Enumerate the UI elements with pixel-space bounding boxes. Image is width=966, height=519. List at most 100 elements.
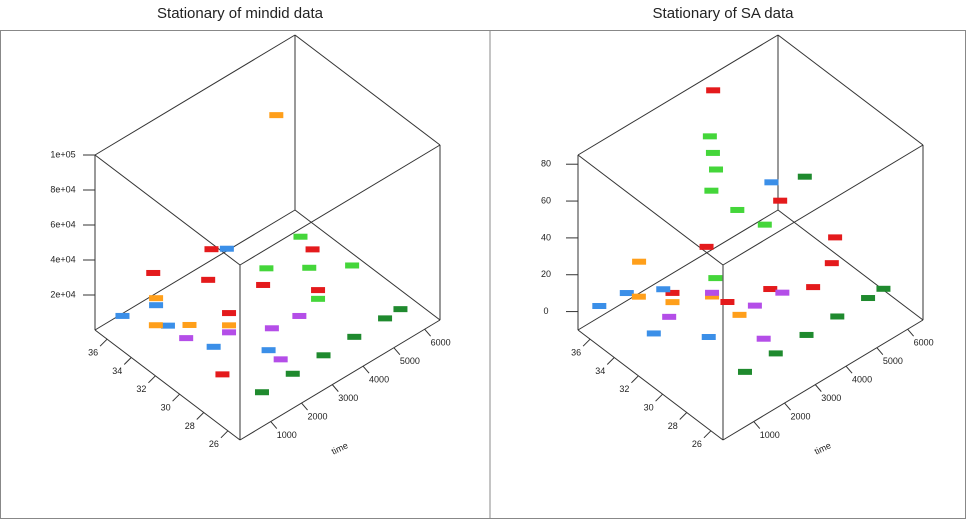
y-tick-label: 34 xyxy=(595,366,605,376)
y-tick xyxy=(172,393,180,402)
box-edge xyxy=(94,209,296,331)
point xyxy=(259,265,274,272)
x-tick-label: 2000 xyxy=(791,411,811,421)
x-tick-label: 6000 xyxy=(914,338,934,348)
point xyxy=(311,287,326,294)
x-tick xyxy=(845,365,853,374)
box-edge xyxy=(722,319,924,441)
x-tick xyxy=(270,421,278,429)
y-tick-label: 34 xyxy=(112,366,122,376)
point xyxy=(756,335,771,342)
y-tick-label: 36 xyxy=(571,348,581,358)
z-tick-label: 6e+04 xyxy=(50,219,75,229)
z-tick-label: 2e+04 xyxy=(50,289,75,299)
box-edge xyxy=(722,144,924,266)
point xyxy=(269,112,284,119)
box-edge xyxy=(239,144,441,266)
point xyxy=(709,166,724,173)
y-tick-label: 28 xyxy=(185,421,195,431)
point xyxy=(699,243,714,250)
point xyxy=(665,299,680,306)
point xyxy=(302,264,317,271)
x-tick xyxy=(362,365,370,374)
y-tick-label: 26 xyxy=(692,439,702,449)
point xyxy=(861,295,876,302)
box-edge xyxy=(577,209,779,331)
y-tick xyxy=(220,430,229,439)
point xyxy=(732,311,747,318)
y-tick xyxy=(655,393,663,402)
x-tick-label: 1000 xyxy=(277,430,297,440)
point xyxy=(311,295,326,302)
point xyxy=(764,179,779,186)
point xyxy=(316,352,331,359)
point xyxy=(222,310,237,317)
point xyxy=(148,322,163,329)
z-tick-label: 40 xyxy=(541,232,551,242)
box-edge xyxy=(777,34,924,146)
point xyxy=(656,286,671,293)
point xyxy=(768,350,783,357)
point xyxy=(261,347,276,354)
z-tick-label: 60 xyxy=(541,195,551,205)
box-edge xyxy=(94,34,296,156)
x-tick xyxy=(301,402,308,411)
box-edge xyxy=(94,329,241,441)
chart-title: Stationary of mindid data xyxy=(157,5,324,22)
y-tick xyxy=(679,412,688,420)
box-edge xyxy=(777,209,924,321)
x-axis-label: time xyxy=(330,440,350,456)
x-tick-label: 6000 xyxy=(431,338,451,348)
point xyxy=(393,306,408,313)
point xyxy=(828,234,843,241)
point xyxy=(775,289,790,296)
point xyxy=(160,322,175,329)
y-tick-label: 30 xyxy=(644,403,654,413)
z-tick-label: 8e+04 xyxy=(50,184,75,194)
point xyxy=(206,343,221,350)
y-tick-label: 30 xyxy=(161,403,171,413)
x-tick-label: 1000 xyxy=(760,430,780,440)
point xyxy=(646,330,661,337)
point xyxy=(273,356,288,363)
z-tick-label: 4e+04 xyxy=(50,254,75,264)
point xyxy=(701,334,716,341)
y-tick xyxy=(703,430,712,439)
point xyxy=(619,290,634,297)
x-tick-label: 4000 xyxy=(852,375,872,385)
point xyxy=(737,368,752,375)
point xyxy=(773,197,788,204)
x-tick xyxy=(876,347,884,356)
point xyxy=(222,322,237,329)
point xyxy=(256,281,271,288)
y-tick-label: 36 xyxy=(88,348,98,358)
y-tick xyxy=(582,338,591,347)
y-tick-label: 28 xyxy=(668,421,678,431)
y-tick xyxy=(606,357,615,365)
point xyxy=(757,221,772,228)
x-tick-label: 3000 xyxy=(821,393,841,403)
point xyxy=(705,149,720,156)
point xyxy=(806,284,821,291)
point xyxy=(264,325,279,332)
point xyxy=(662,313,677,320)
point xyxy=(146,269,161,276)
point xyxy=(292,312,307,319)
box-edge xyxy=(577,154,724,266)
point xyxy=(204,246,219,253)
point xyxy=(149,295,164,302)
point xyxy=(708,275,723,282)
point xyxy=(219,245,234,252)
box-edge xyxy=(577,329,724,441)
z-tick-label: 0 xyxy=(543,306,548,316)
z-tick-label: 80 xyxy=(541,159,551,169)
box-edge xyxy=(239,319,441,441)
point xyxy=(799,331,814,338)
point xyxy=(305,246,320,253)
point xyxy=(704,187,719,194)
x-tick-label: 2000 xyxy=(308,411,328,421)
y-tick-label: 32 xyxy=(136,384,146,394)
point xyxy=(222,329,237,336)
point xyxy=(149,302,164,309)
